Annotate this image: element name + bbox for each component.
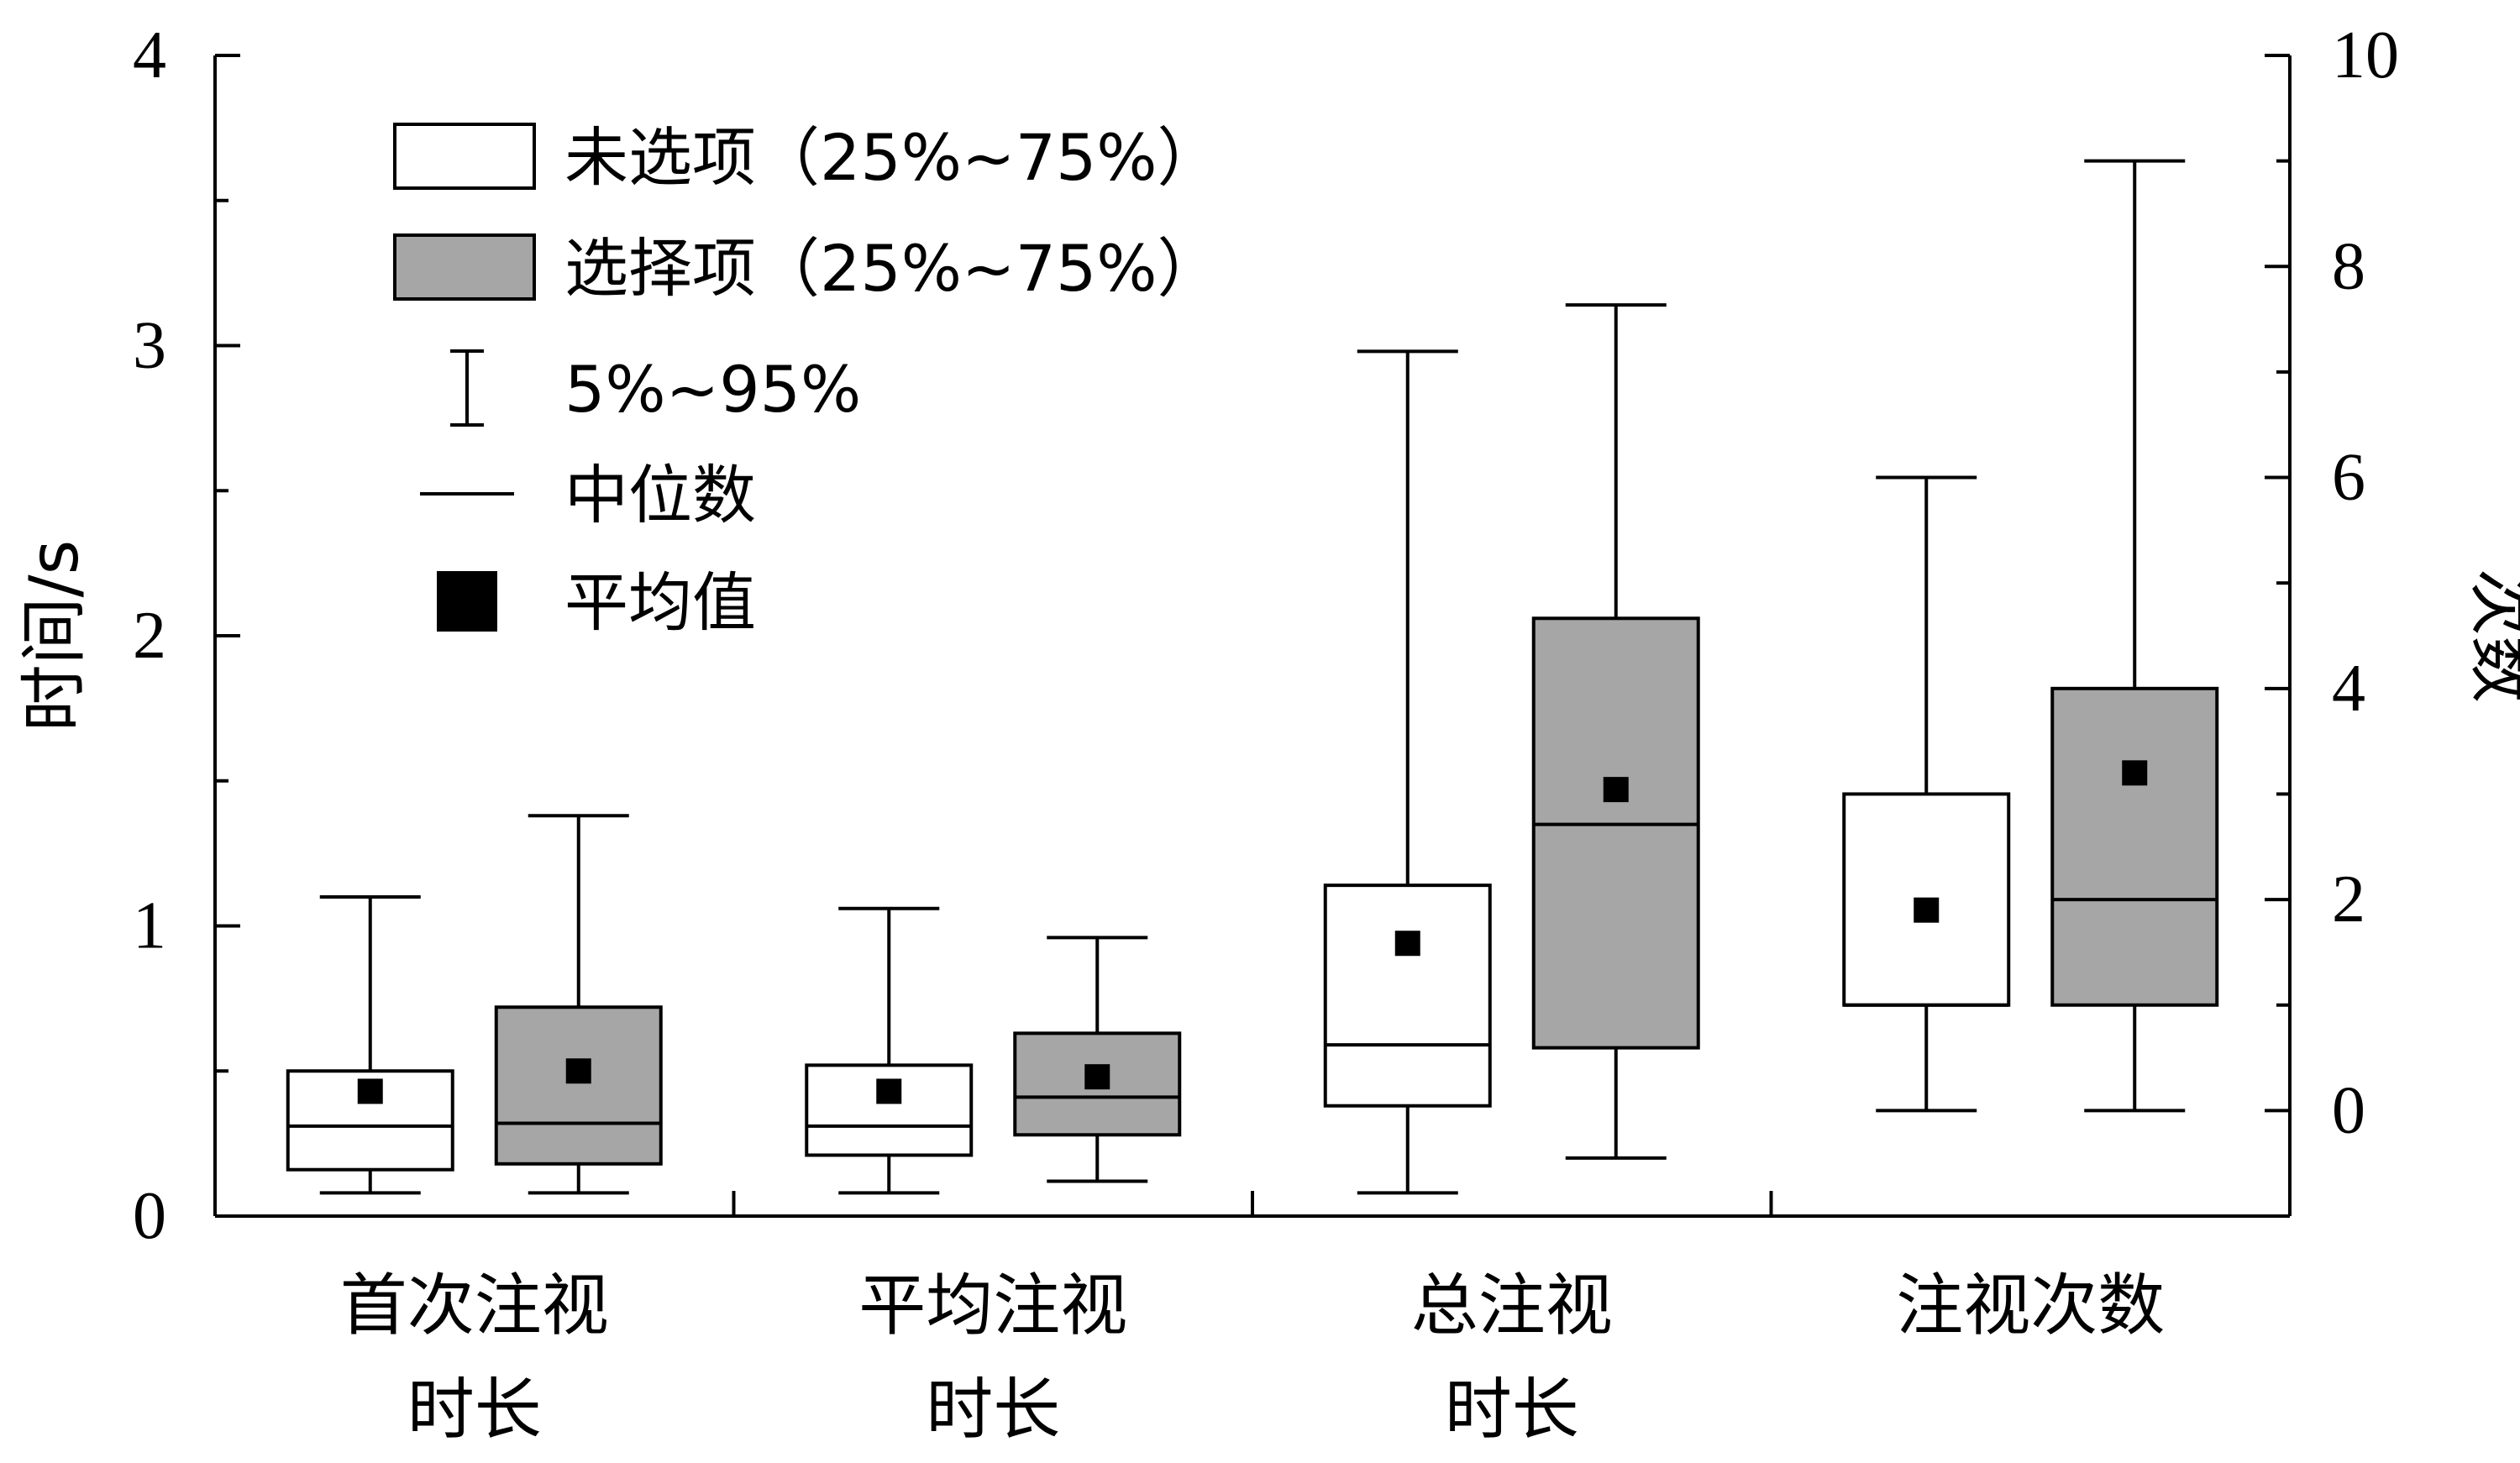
legend-label: 选择项（25%~75%） (564, 231, 1221, 306)
right-tick-label: 2 (2332, 863, 2365, 936)
left-tick-label: 3 (133, 309, 166, 383)
left-tick-label: 0 (133, 1179, 166, 1253)
unselected-box (805, 1063, 974, 1157)
left-tick-label: 4 (133, 18, 166, 92)
legend-label: 未选项（25%~75%） (564, 120, 1221, 195)
x-group-label: 时长 (926, 1371, 1060, 1449)
legend-label: 中位数 (564, 458, 756, 532)
legend-label: 平均值 (564, 565, 756, 640)
right-tick-label: 10 (2332, 18, 2399, 92)
x-group-label: 首次注视 (340, 1266, 609, 1345)
box-series (286, 159, 2219, 1195)
x-group-label: 总注视 (1411, 1266, 1613, 1345)
right-tick-label: 8 (2332, 229, 2365, 303)
left-tick-label: 1 (133, 889, 166, 963)
right-axis-title: 次数 (2462, 569, 2520, 703)
right-tick-label: 0 (2332, 1073, 2365, 1147)
right-tick-label: 6 (2332, 441, 2365, 515)
left-tick-label: 2 (133, 599, 166, 673)
selected-mean-marker (1084, 1064, 1110, 1090)
selected-box (2050, 686, 2219, 1007)
right-tick-label: 4 (2332, 652, 2365, 726)
selected-mean-marker (1603, 777, 1629, 803)
unselected-box (1323, 884, 1492, 1108)
unselected-mean-marker (1914, 897, 1940, 923)
legend-label: 5%~95% (564, 352, 861, 427)
left-axis-title: 时间/s (15, 540, 93, 732)
selected-box (1531, 616, 1700, 1050)
selected-mean-marker (565, 1058, 591, 1084)
x-group-label: 平均注视 (858, 1266, 1127, 1345)
unselected-mean-marker (357, 1078, 383, 1104)
legend-mean-symbol (437, 571, 497, 632)
unselected-mean-marker (876, 1078, 902, 1104)
x-group-label: 注视次数 (1896, 1266, 2165, 1345)
selected-mean-marker (2122, 760, 2148, 786)
x-group-label: 时长 (407, 1371, 542, 1449)
x-group-label: 时长 (1445, 1371, 1579, 1449)
legend-swatch-box-gray (393, 233, 536, 301)
unselected-mean-marker (1394, 931, 1420, 957)
legend-swatch-box-white (393, 123, 536, 190)
selected-box (494, 1005, 663, 1166)
